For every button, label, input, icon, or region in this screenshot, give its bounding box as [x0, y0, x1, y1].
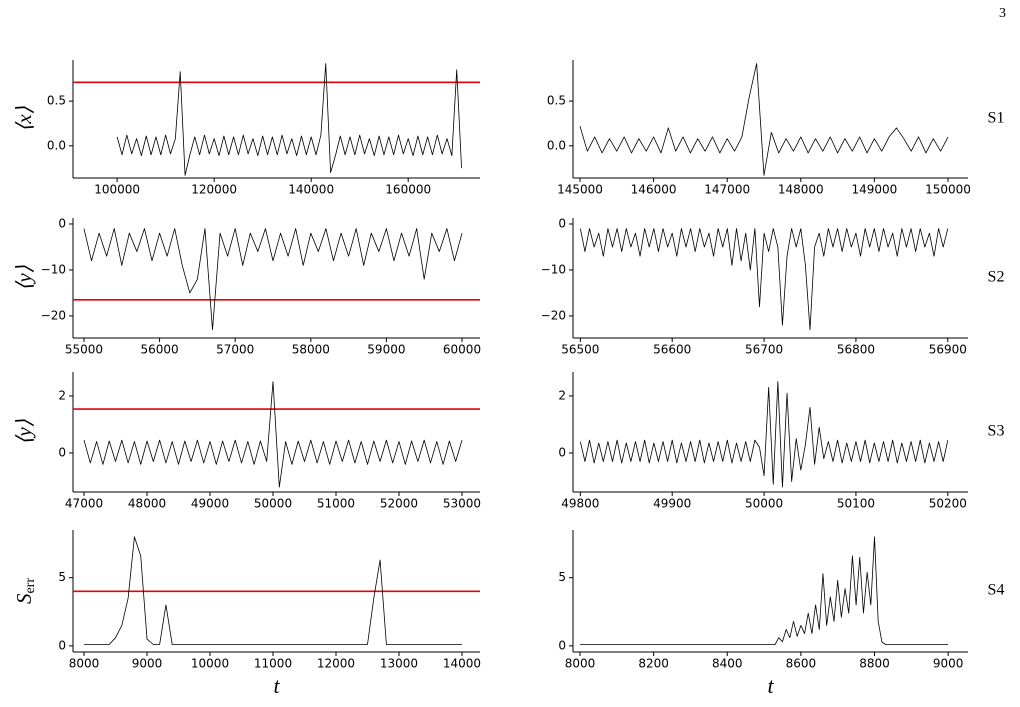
x-axis-label: t [273, 673, 280, 698]
y-axis-label-main: ⟨y⟩ [12, 419, 36, 445]
x-tick-label: 150000 [925, 183, 971, 197]
data-line [116, 63, 462, 176]
y-tick-label: 0 [558, 216, 566, 230]
x-tick-label: 49800 [561, 497, 599, 511]
x-tick-label: 148000 [778, 183, 824, 197]
x-tick-label: 59000 [367, 343, 405, 357]
y-tick-label: 0 [58, 638, 66, 652]
y-tick-label: 0.5 [547, 94, 566, 108]
y-tick-label: 0 [58, 445, 66, 459]
x-tick-label: 145000 [557, 183, 603, 197]
x-tick-label: 8000 [69, 657, 100, 671]
x-tick-label: 8600 [786, 657, 817, 671]
x-tick-label: 52000 [380, 497, 418, 511]
data-line [579, 381, 949, 488]
x-tick-label: 47000 [65, 497, 103, 511]
y-tick-label: −20 [541, 308, 566, 322]
y-tick-label: −10 [541, 262, 566, 276]
y-tick-label: 0 [58, 216, 66, 230]
x-tick-label: 11000 [254, 657, 292, 671]
x-tick-label: 56900 [929, 343, 967, 357]
x-tick-label: 14000 [443, 657, 481, 671]
data-line [83, 381, 463, 488]
y-tick-label: 0.0 [47, 138, 66, 152]
y-tick-label: 0.0 [547, 138, 566, 152]
x-tick-label: 50000 [745, 497, 783, 511]
x-tick-label: 8200 [638, 657, 669, 671]
y-tick-label: 5 [58, 570, 66, 584]
x-tick-label: 60000 [443, 343, 481, 357]
x-tick-label: 49000 [191, 497, 229, 511]
y-axis-label-subscript: err [23, 578, 38, 594]
x-tick-label: 53000 [443, 497, 481, 511]
x-axis-label: t [767, 673, 774, 698]
y-tick-label: 0 [558, 445, 566, 459]
y-tick-label: 5 [558, 570, 566, 584]
data-line [579, 536, 949, 645]
y-axis-label-main: S [12, 593, 36, 604]
x-tick-label: 56600 [653, 343, 691, 357]
x-tick-label: 12000 [317, 657, 355, 671]
x-tick-label: 13000 [380, 657, 418, 671]
x-tick-label: 48000 [128, 497, 166, 511]
x-tick-label: 146000 [631, 183, 677, 197]
x-tick-label: 149000 [851, 183, 897, 197]
y-axis-label: ⟨y⟩ [12, 419, 36, 445]
x-tick-label: 9000 [132, 657, 163, 671]
x-tick-label: 8800 [859, 657, 890, 671]
x-tick-label: 56000 [140, 343, 178, 357]
x-tick-label: 147000 [704, 183, 750, 197]
y-tick-label: 0 [558, 638, 566, 652]
x-tick-label: 9000 [933, 657, 964, 671]
data-line [579, 63, 949, 176]
y-axis-label: Serr [12, 578, 38, 604]
y-tick-label: −10 [41, 262, 66, 276]
x-tick-label: 10000 [191, 657, 229, 671]
x-tick-label: 56500 [561, 343, 599, 357]
data-line [579, 228, 949, 331]
x-tick-label: 100000 [94, 183, 140, 197]
x-tick-label: 58000 [292, 343, 330, 357]
x-tick-label: 8000 [565, 657, 596, 671]
y-axis-label: ⟨x⟩ [12, 106, 36, 132]
row-label: S1 [988, 110, 1005, 127]
y-tick-label: −20 [41, 308, 66, 322]
y-axis-label-main: ⟨x⟩ [12, 106, 36, 132]
x-tick-label: 49900 [653, 497, 691, 511]
y-tick-label: 2 [58, 388, 66, 402]
x-tick-label: 57000 [216, 343, 254, 357]
page-number: 3 [999, 6, 1006, 21]
row-label: S3 [988, 423, 1005, 440]
y-axis-label-main: ⟨y⟩ [12, 265, 36, 291]
x-tick-label: 160000 [385, 183, 431, 197]
y-tick-label: 0.5 [47, 94, 66, 108]
x-tick-label: 56700 [745, 343, 783, 357]
x-tick-label: 56800 [837, 343, 875, 357]
x-tick-label: 50200 [929, 497, 967, 511]
data-line [83, 228, 463, 331]
y-axis-label: ⟨y⟩ [12, 265, 36, 291]
y-tick-label: 2 [558, 388, 566, 402]
x-tick-label: 8400 [712, 657, 743, 671]
row-label: S4 [988, 582, 1005, 599]
x-tick-label: 55000 [65, 343, 103, 357]
row-label: S2 [988, 269, 1005, 286]
x-tick-label: 51000 [317, 497, 355, 511]
x-tick-label: 50100 [837, 497, 875, 511]
x-tick-label: 50000 [254, 497, 292, 511]
data-line [84, 536, 462, 645]
x-tick-label: 140000 [288, 183, 334, 197]
x-tick-label: 120000 [191, 183, 237, 197]
